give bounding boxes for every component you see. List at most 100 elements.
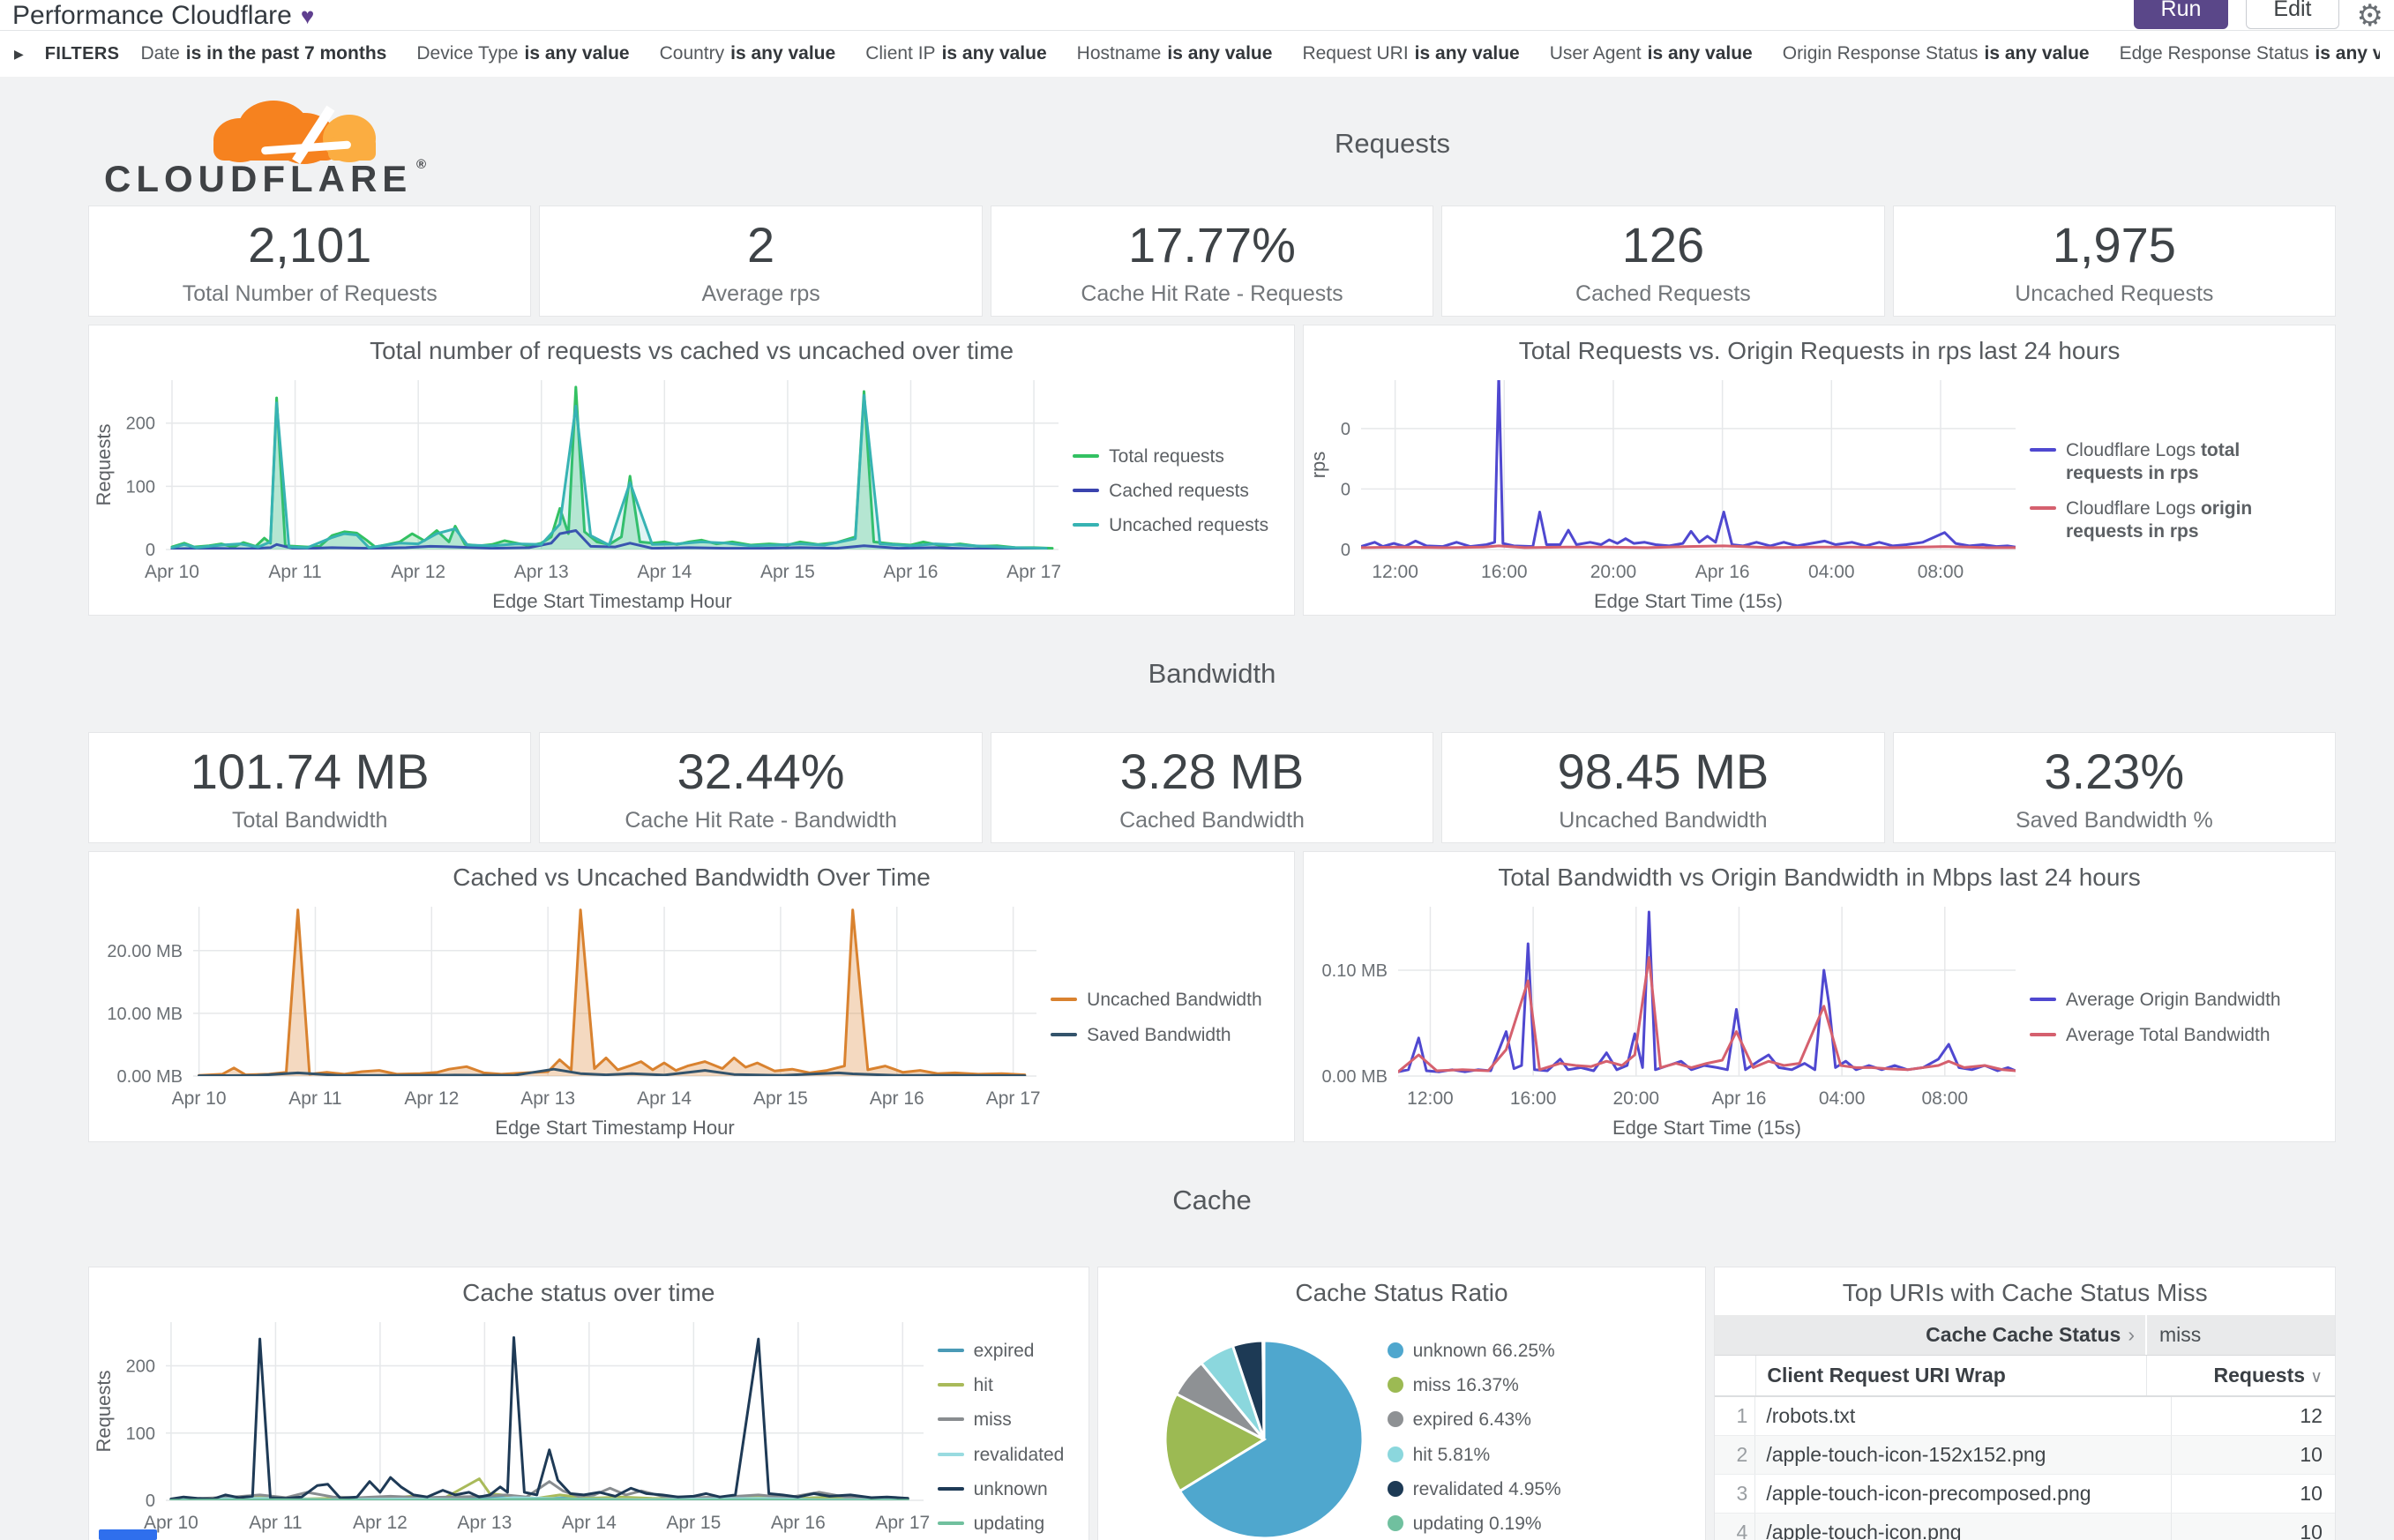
table-row[interactable]: 4/apple-touch-icon.png 10 xyxy=(1715,1514,2335,1540)
filter-item[interactable]: Device Type is any value xyxy=(416,43,630,64)
bottom-scroll-indicator[interactable] xyxy=(99,1529,157,1540)
filter-item[interactable]: Client IP is any value xyxy=(865,43,1047,64)
legend-label: Uncached Bandwidth xyxy=(1087,990,1262,1011)
svg-text:12:00: 12:00 xyxy=(1373,562,1419,582)
kpi-label: Cached Requests xyxy=(1575,280,1751,306)
kpi-row-requests: 2,101 Total Number of Requests 2 Average rp… xyxy=(88,206,2337,317)
kpi-tile: 2 Average rps xyxy=(539,206,983,317)
filter-item[interactable]: Country is any value xyxy=(659,43,836,64)
legend-item[interactable]: updating xyxy=(937,1513,1074,1536)
table-row[interactable]: 1/robots.txt 12 xyxy=(1715,1397,2335,1436)
legend-item[interactable]: miss 16.37% xyxy=(1387,1374,1679,1397)
legend-item[interactable]: Cached requests xyxy=(1073,480,1280,503)
filter-item[interactable]: Origin Response Status is any value xyxy=(1782,43,2090,64)
cell-requests: 10 xyxy=(2300,1482,2323,1505)
panel-cache-status-over-time: Cache status over time Apr 10 Apr 11 Apr 12… xyxy=(88,1267,1089,1540)
legend-item[interactable]: expired 6.43% xyxy=(1387,1409,1679,1432)
legend-item[interactable]: updating 0.19% xyxy=(1387,1513,1679,1536)
legend-item[interactable]: hit 5.81% xyxy=(1387,1444,1679,1467)
filter-item[interactable]: Request URI is any value xyxy=(1302,43,1520,64)
legend-label: Uncached requests xyxy=(1109,515,1269,536)
kpi-label: Uncached Requests xyxy=(2015,280,2214,306)
legend-item[interactable]: hit xyxy=(937,1374,1074,1397)
kpi-label: Cached Bandwidth xyxy=(1119,807,1305,833)
svg-text:Apr 13: Apr 13 xyxy=(514,562,569,582)
svg-text:Apr 17: Apr 17 xyxy=(986,1088,1041,1109)
pivot-chevron-icon[interactable]: › xyxy=(2128,1323,2135,1346)
svg-text:Requests: Requests xyxy=(93,424,115,506)
svg-text:Apr 16: Apr 16 xyxy=(771,1513,826,1533)
pie-slice-unknown[interactable] xyxy=(1178,1339,1365,1540)
svg-text:Apr 15: Apr 15 xyxy=(666,1513,721,1533)
legend-line-swatch xyxy=(1073,453,1100,458)
filter-list: Date is in the past 7 months Device Type is… xyxy=(140,43,2380,64)
edit-button[interactable]: Edit xyxy=(2246,0,2339,29)
legend-item[interactable]: unknown xyxy=(937,1478,1074,1501)
legend-item[interactable]: Cloudflare Logs total requests in rps xyxy=(2030,439,2321,486)
legend-label: Saved Bandwidth xyxy=(1087,1024,1231,1045)
plot-area: Apr 10 Apr 11 Apr 12 Apr 13 Apr 14 Apr 15 Apr … xyxy=(89,1310,938,1540)
kpi-value: 2,101 xyxy=(248,216,372,273)
gear-icon[interactable]: ⚙ xyxy=(2356,0,2383,33)
filter-item[interactable]: Hostname is any value xyxy=(1076,43,1273,64)
panel-bandwidth-vs-origin: Total Bandwidth vs Origin Bandwidth in M… xyxy=(1303,851,2336,1142)
legend-dot-swatch xyxy=(1387,1411,1403,1428)
legend-label: hit xyxy=(973,1375,993,1395)
kpi-label: Average rps xyxy=(701,280,820,306)
legend-label: revalidated xyxy=(973,1444,1065,1465)
legend-label: miss xyxy=(973,1409,1012,1431)
table-pivot-row: Cache Cache Status › miss xyxy=(1715,1315,2335,1356)
pie-slice-miss[interactable] xyxy=(1163,1392,1267,1493)
legend-item[interactable]: Saved Bandwidth xyxy=(1051,1024,1280,1047)
legend-item[interactable]: Average Origin Bandwidth xyxy=(2030,989,2321,1012)
legend-dot-swatch xyxy=(1387,1377,1403,1393)
table-row[interactable]: 2/apple-touch-icon-152x152.png 10 xyxy=(1715,1436,2335,1475)
chart-title: Total number of requests vs cached vs un… xyxy=(370,337,1014,364)
panel-requests-vs-origin: Total Requests vs. Origin Requests in rp… xyxy=(1303,325,2336,616)
svg-text:20:00: 20:00 xyxy=(1613,1088,1660,1109)
svg-text:0: 0 xyxy=(1341,541,1350,560)
legend-item[interactable]: Average Total Bandwidth xyxy=(2030,1024,2321,1047)
filter-item[interactable]: Date is in the past 7 months xyxy=(140,43,387,64)
column-header-requests[interactable]: Requests ∨ xyxy=(2213,1364,2323,1387)
legend-item[interactable]: expired xyxy=(937,1340,1074,1363)
filters-expand-icon[interactable]: ▶ xyxy=(14,46,24,61)
legend-line-swatch xyxy=(1051,1032,1078,1036)
legend-label: unknown xyxy=(973,1478,1048,1499)
chart-row-bandwidth: Cached vs Uncached Bandwidth Over Time Ap… xyxy=(88,851,2336,1142)
legend-item[interactable]: Total requests xyxy=(1073,445,1280,468)
sort-caret-icon[interactable]: ∨ xyxy=(2310,1368,2323,1387)
svg-text:200: 200 xyxy=(126,1357,155,1377)
kpi-value: 1,975 xyxy=(2052,216,2176,273)
legend-item[interactable]: Uncached Bandwidth xyxy=(1051,989,1280,1012)
chart-row-requests: Total number of requests vs cached vs un… xyxy=(88,325,2336,616)
chart-title: Cache Status Ratio xyxy=(1295,1279,1508,1306)
legend-item[interactable]: unknown 66.25% xyxy=(1387,1340,1679,1363)
cloudflare-cloud-icon: CLOUDFLARE ® xyxy=(104,101,426,199)
chart-legend: unknown 66.25% miss 16.37% expired 6.43% hi… xyxy=(1387,1340,1693,1536)
pivot-value[interactable]: miss xyxy=(2144,1315,2335,1355)
filter-item[interactable]: User Agent is any value xyxy=(1549,43,1753,64)
legend-item[interactable]: revalidated 4.95% xyxy=(1387,1478,1679,1501)
filters-label[interactable]: FILTERS xyxy=(44,43,120,64)
pie-slice-updating[interactable] xyxy=(1261,1339,1266,1440)
chart-legend: Cloudflare Logs total requests in rps Clo… xyxy=(2030,368,2335,615)
table-row[interactable]: 3/apple-touch-icon-precomposed.png 10 xyxy=(1715,1475,2335,1514)
legend-item[interactable]: revalidated xyxy=(937,1444,1074,1467)
legend-item[interactable]: miss xyxy=(937,1409,1074,1432)
legend-item[interactable]: Cloudflare Logs origin requests in rps xyxy=(2030,497,2321,544)
svg-text:0.00 MB: 0.00 MB xyxy=(1322,1067,1388,1087)
legend-line-swatch xyxy=(2030,1032,2056,1036)
cache-status-ratio-plot xyxy=(1163,1339,1365,1540)
legend-label: revalidated 4.95% xyxy=(1412,1478,1561,1499)
kpi-value: 98.45 MB xyxy=(1557,743,1769,799)
page-title-text: Performance Cloudflare xyxy=(12,1,292,30)
legend-item[interactable]: Uncached requests xyxy=(1073,514,1280,537)
run-button[interactable]: Run xyxy=(2133,0,2229,29)
plot-area: 12:00 16:00 20:00 Apr 16 04:00 08:00 0 0 0 rps Edg… xyxy=(1304,368,2030,615)
svg-text:08:00: 08:00 xyxy=(1922,1088,1969,1109)
cell-uri: /robots.txt xyxy=(1755,1397,2172,1435)
column-header-uri[interactable]: Client Request URI Wrap xyxy=(1756,1356,2147,1395)
section-title-requests: Requests xyxy=(1335,128,1450,159)
